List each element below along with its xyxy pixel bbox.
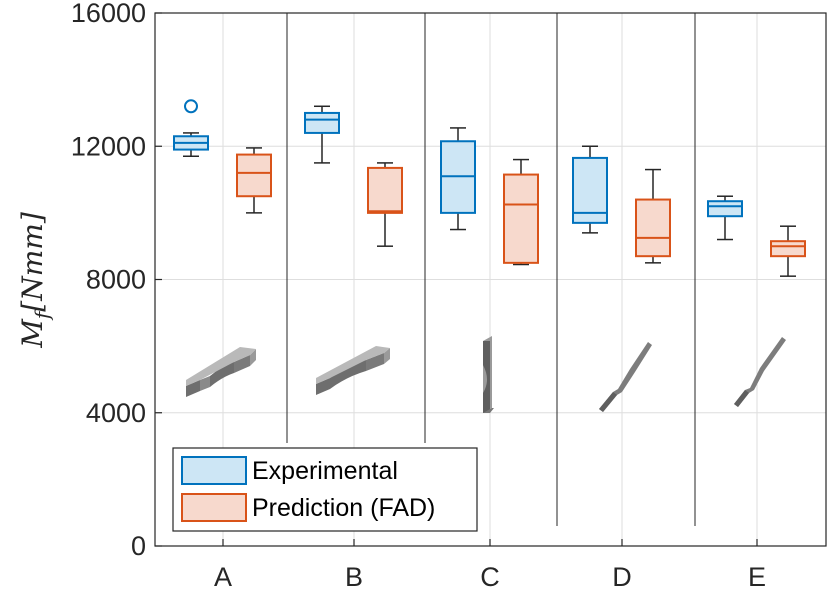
box-experimental-d <box>572 145 608 234</box>
box-body <box>635 198 671 258</box>
box-experimental-c <box>440 127 476 231</box>
specimen-c-icon <box>483 336 494 413</box>
y-tick-label: 12000 <box>71 131 146 161</box>
specimen-d-icon <box>599 342 652 412</box>
box-body <box>304 111 340 134</box>
y-tick-label: 8000 <box>86 265 146 295</box>
box-body <box>367 166 403 214</box>
box-body <box>707 200 743 218</box>
box-experimental-b <box>304 105 340 164</box>
box-prediction-fad-e <box>770 225 806 277</box>
boxplots <box>173 99 806 277</box>
box-body <box>503 173 539 264</box>
specimen-e-icon <box>734 337 786 407</box>
box-body <box>236 153 272 198</box>
legend-label-experimental: Experimental <box>252 457 398 485</box>
axes: 0 4000 8000 12000 16000 A B C D E <box>71 0 766 592</box>
outlier-point <box>184 99 198 114</box>
y-axis-label-unit: [Nmm] <box>16 212 49 312</box>
legend-label-prediction: Prediction (FAD) <box>252 494 435 522</box>
y-axis-label: Mf[Nmm] <box>16 212 54 349</box>
box-experimental-a <box>173 99 209 157</box>
x-tick-label: E <box>748 562 766 592</box>
legend-swatch-experimental <box>181 456 247 485</box>
box-prediction-fad-a <box>236 147 272 214</box>
box-prediction-fad-d <box>635 168 671 264</box>
legend-swatch-prediction <box>181 493 247 522</box>
box-prediction-fad-c <box>503 158 539 266</box>
y-axis-label-main: M <box>16 318 49 349</box>
y-tick-label: 0 <box>131 531 146 561</box>
x-tick-label: B <box>345 562 363 592</box>
specimen-a-icon <box>186 347 256 397</box>
x-tick-label: D <box>612 562 632 592</box>
box-experimental-e <box>707 195 743 241</box>
specimen-illustrations <box>186 336 786 413</box>
specimen-b-icon <box>316 346 390 395</box>
y-tick-label: 16000 <box>71 0 146 28</box>
box-prediction-fad-b <box>367 162 403 247</box>
category-separators <box>286 13 696 526</box>
x-tick-label: A <box>214 562 232 592</box>
legend: Experimental Prediction (FAD) <box>172 447 478 532</box>
box-body <box>770 240 806 258</box>
x-tick-label: C <box>480 562 500 592</box>
y-tick-label: 4000 <box>86 398 146 428</box>
